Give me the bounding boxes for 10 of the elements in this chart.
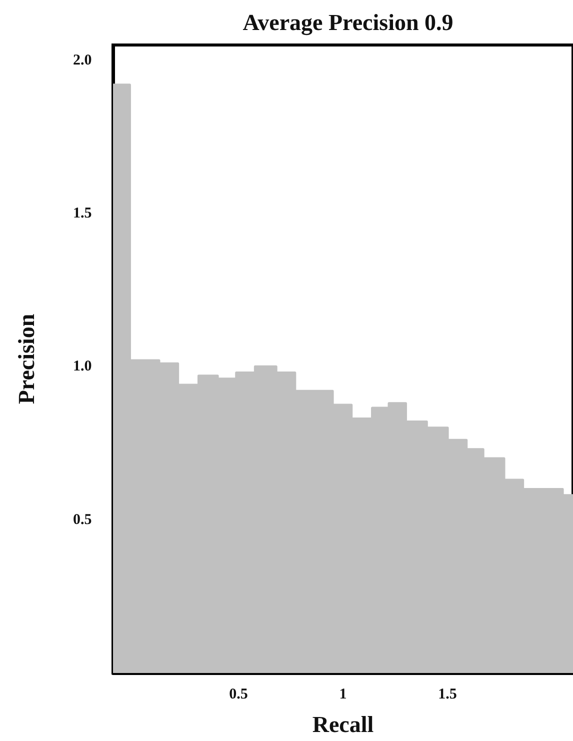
x-tick-label: 1.5 [438,686,457,702]
chart-title: Average Precision 0.9 [242,10,454,36]
x-tick-label: 0.5 [229,686,248,702]
y-axis-title: Precision [14,314,39,404]
y-tick-label: 2.0 [73,52,92,68]
y-tick-label: 0.5 [73,512,92,528]
x-tick-label: 1 [339,686,347,702]
x-axis-title: Recall [312,712,374,737]
y-tick-label: 1.0 [73,358,92,375]
y-tick-label: 1.5 [73,205,92,222]
